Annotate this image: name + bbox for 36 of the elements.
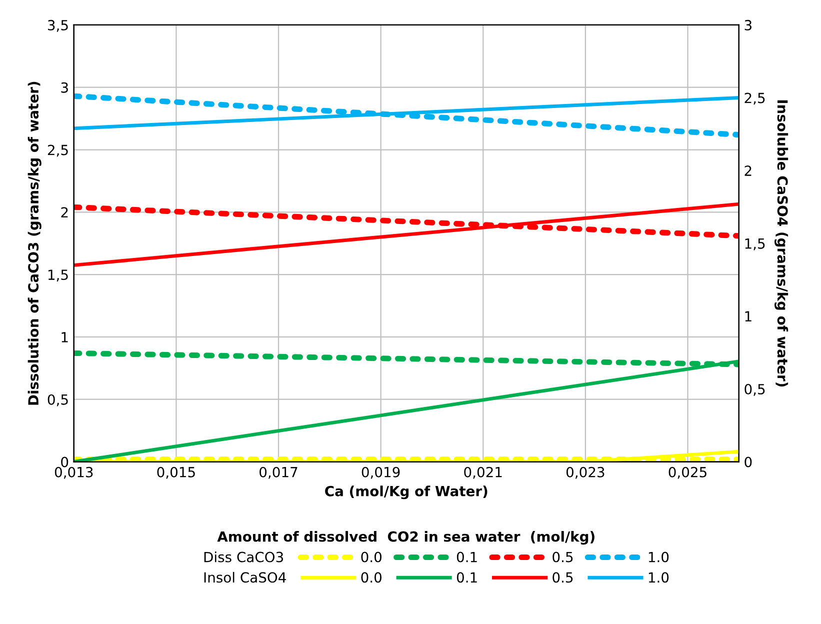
legend-label: 0.5 (552, 572, 573, 583)
x-tick-label: 0,023 (566, 466, 604, 479)
legend-label: 1.0 (648, 572, 669, 583)
y2-tick-label: 3 (744, 20, 752, 30)
legend-label: 0.1 (456, 572, 477, 583)
y-tick-label: 1,5 (48, 270, 68, 282)
y-tick-label: 2 (61, 207, 68, 218)
y2-tick-label: 2,5 (744, 92, 765, 105)
legend-label: 0.0 (361, 572, 382, 583)
y2-axis-title: Insoluble CaSO4 (grams/kg of water) (774, 100, 788, 386)
x-tick-label: 0,015 (157, 466, 195, 479)
legend-label: 1.0 (648, 552, 669, 562)
x-axis-title: Ca (mol/Kg of Water) (325, 486, 488, 500)
x-tick-label: 0,017 (260, 466, 298, 479)
y2-tick-label: 1 (745, 311, 752, 322)
x-tick-label: 0,021 (464, 466, 502, 479)
y-tick-label: 3,5 (48, 20, 68, 32)
y2-tick-label: 1,5 (745, 238, 765, 250)
x-tick-label: 0,025 (668, 466, 706, 479)
x-tick-label: 0,013 (54, 466, 93, 479)
legend-label: 0.1 (456, 552, 477, 562)
y-tick-label: 0,5 (48, 394, 68, 406)
text: Diss CaCO3 (204, 552, 284, 562)
x-tick-label: 0,019 (362, 466, 400, 479)
y-axis-title: Dissolution of CaCO3 (grams/kg of water) (28, 82, 42, 405)
legend-label: 0.5 (552, 552, 573, 562)
y-tick-label: 3 (61, 82, 68, 93)
y-tick-label: 1 (62, 332, 68, 342)
y-tick-label: 2,5 (48, 144, 68, 157)
y2-tick-label: 0 (744, 456, 752, 468)
text: Insol CaSO4 (204, 572, 286, 583)
legend-label: 0.0 (361, 552, 382, 562)
y2-tick-label: 0,5 (744, 384, 765, 396)
y2-tick-label: 2 (744, 166, 752, 176)
legend-title: Amount of dissolved CO2 in sea water (mol/kg) (217, 531, 594, 545)
y-tick-label: 0 (61, 456, 68, 468)
